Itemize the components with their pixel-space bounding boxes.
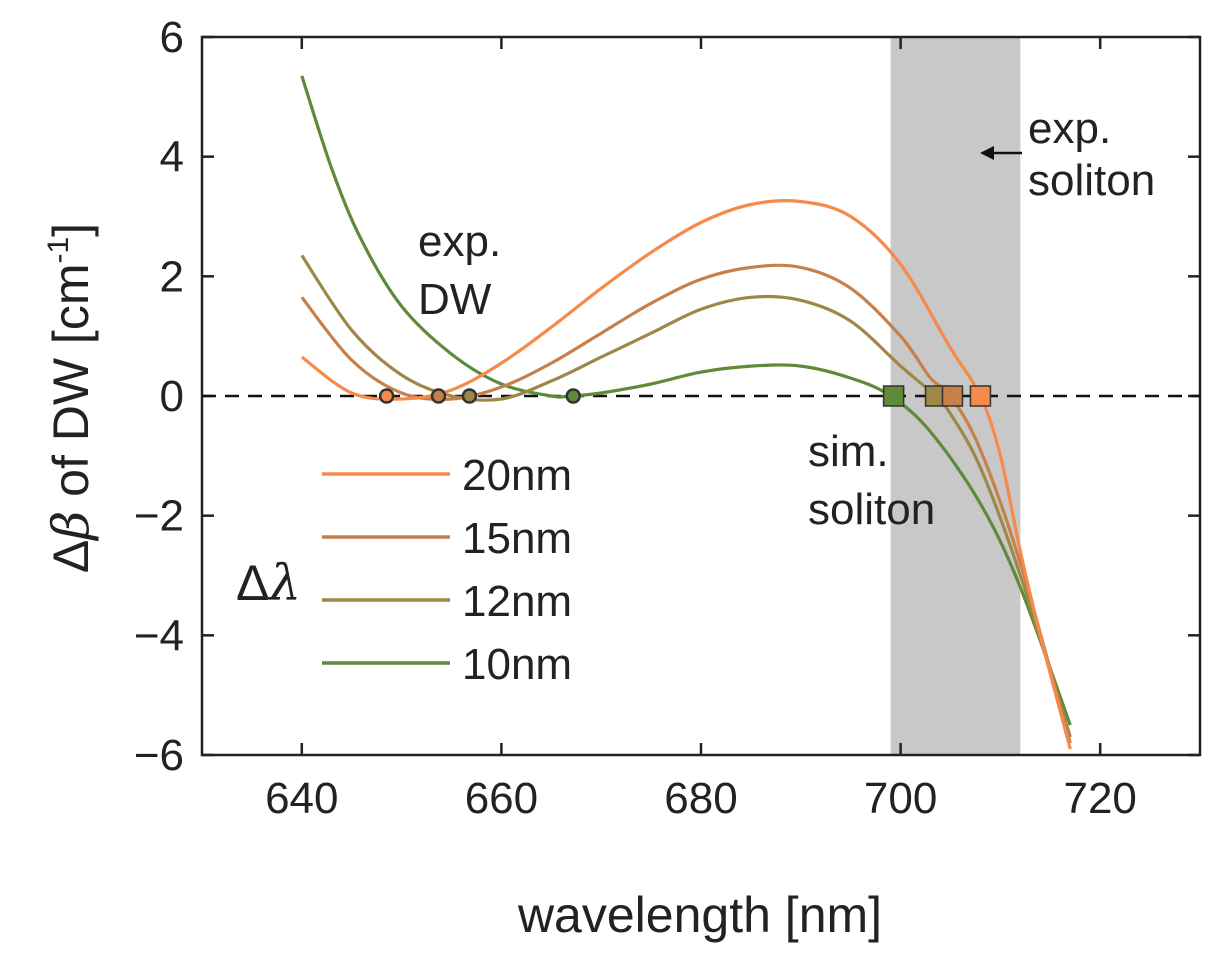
exp-soliton-arrow <box>980 146 1022 160</box>
x-tick-label: 700 <box>864 774 937 823</box>
series-line-10nm <box>300 75 1072 726</box>
x-axis-title: wavelength [nm] <box>517 887 882 943</box>
y-tick-label: −4 <box>134 611 184 660</box>
y-tick-label: 2 <box>160 252 184 301</box>
annotation-exp-dw-line1: exp. <box>418 217 501 266</box>
y-tick-label: 0 <box>160 372 184 421</box>
legend-label-12nm: 12nm <box>462 577 572 626</box>
y-tick-label: 6 <box>160 13 184 62</box>
y-axis-title-delta: Δ <box>43 540 99 573</box>
legend: 20nm 15nm 12nm 10nm <box>322 451 572 689</box>
legend-label-15nm: 15nm <box>462 514 572 563</box>
soliton-marker-15nm <box>941 385 964 407</box>
x-tick-label: 660 <box>465 774 538 823</box>
soliton-marker-20nm <box>969 385 992 407</box>
y-tick-label: −2 <box>134 492 184 541</box>
x-tick-labels: 640 660 680 700 720 <box>265 774 1137 823</box>
legend-label-20nm: 20nm <box>462 451 572 500</box>
y-axis-title-superscript: -1 <box>42 237 75 264</box>
annotation-exp-dw: exp. DW <box>418 217 513 324</box>
y-tick-labels: −6 −4 −2 0 2 4 6 <box>134 13 184 780</box>
legend-title-lambda: λ <box>267 554 301 612</box>
x-tick-label: 720 <box>1063 774 1136 823</box>
series-line-15nm <box>300 263 1072 744</box>
annotation-sim-soliton-line2: soliton <box>808 485 935 534</box>
annotation-sim-soliton-line1: sim. <box>808 427 889 476</box>
dw-marker-15nm <box>430 388 447 404</box>
data-markers <box>378 385 992 407</box>
y-tick-label: −6 <box>134 731 184 780</box>
x-tick-label: 640 <box>265 774 338 823</box>
y-axis-title-beta: β <box>42 511 100 542</box>
y-axis-title: Δβ of DW [cm-1] <box>42 223 100 573</box>
annotation-exp-soliton-line1: exp. <box>1028 104 1111 153</box>
dw-marker-10nm <box>565 388 582 404</box>
y-tick-label: 4 <box>160 133 184 182</box>
y-axis-title-bracket: ] <box>43 223 99 237</box>
series-line-20nm <box>300 199 1072 750</box>
legend-title: Δλ <box>236 554 301 612</box>
y-axis-title-text: of DW [cm <box>43 264 99 511</box>
annotation-exp-soliton-line2: soliton <box>1028 156 1155 205</box>
dw-marker-20nm <box>378 388 395 404</box>
x-tick-label: 680 <box>664 774 737 823</box>
annotation-sim-soliton: sim. soliton <box>808 427 935 534</box>
annotation-exp-soliton: exp. soliton <box>1028 104 1155 205</box>
legend-title-delta: Δ <box>236 555 269 611</box>
soliton-marker-10nm <box>882 385 905 407</box>
dw-marker-12nm <box>461 388 478 404</box>
legend-label-10nm: 10nm <box>462 640 572 689</box>
annotation-exp-dw-line2: DW <box>418 275 492 324</box>
